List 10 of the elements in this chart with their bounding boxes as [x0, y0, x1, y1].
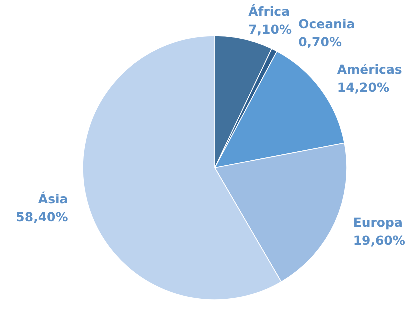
slice-label: Europa	[353, 214, 403, 230]
data-label: 19,60%	[353, 232, 405, 248]
slice-label: Ásia	[38, 192, 68, 207]
data-label: 14,20%	[337, 80, 390, 95]
data-label: 7,10%	[248, 22, 292, 37]
data-label: 0,70%	[298, 34, 342, 50]
slice-label: África	[248, 4, 290, 19]
data-label: 58,40%	[16, 210, 69, 225]
slice-label: Oceania	[298, 16, 356, 32]
slice-label: Américas	[337, 62, 402, 77]
